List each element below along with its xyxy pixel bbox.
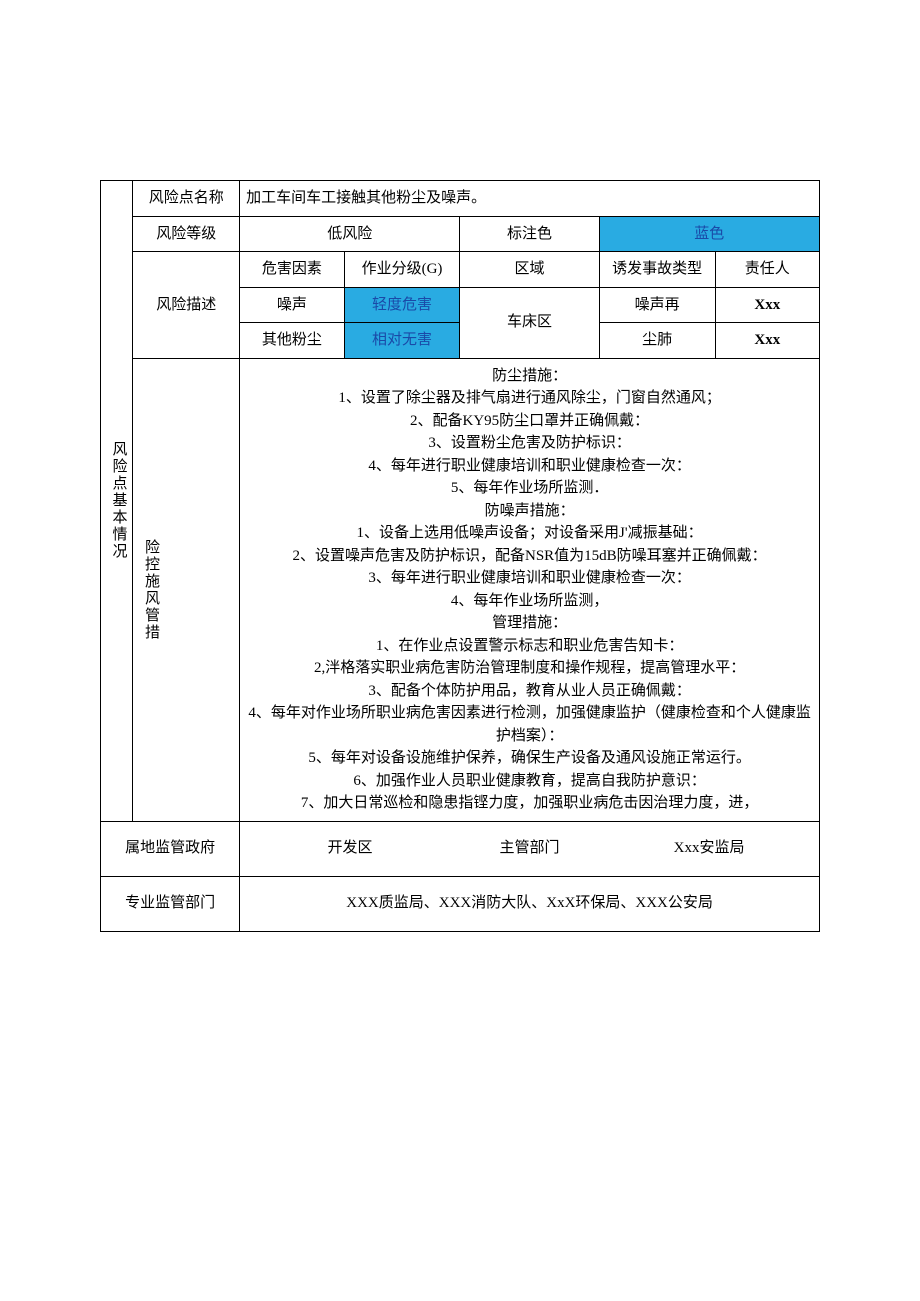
color-label: 标注色 xyxy=(460,216,599,252)
dept-value: Xxx安监局 xyxy=(599,821,819,876)
resp-header: 责任人 xyxy=(715,252,819,288)
hazard-cell: 其他粉尘 xyxy=(240,323,344,359)
dust-title: 防尘措施： xyxy=(244,365,815,388)
measure-line: 3、每年进行职业健康培训和职业健康检查一次： xyxy=(244,567,815,590)
dept-label: 主管部门 xyxy=(460,821,599,876)
mgmt-title: 管理措施： xyxy=(244,612,815,635)
grade-cell: 相对无害 xyxy=(344,323,460,359)
measure-line: 3、设置粉尘危害及防护标识： xyxy=(244,432,815,455)
grade-header: 作业分级(G) xyxy=(344,252,460,288)
measure-line: 1、设备上选用低噪声设备；对设备采用J'减振基础： xyxy=(244,522,815,545)
resp-cell: Xxx xyxy=(715,287,819,323)
accident-cell: 尘肺 xyxy=(599,323,715,359)
prof-dept-value: XXX质监局、XXX消防大队、XxX环保局、XXX公安局 xyxy=(240,876,820,931)
side-label-text: 风险点基本情况 xyxy=(105,437,132,564)
grade-cell: 轻度危害 xyxy=(344,287,460,323)
measure-line: 1、在作业点设置警示标志和职业危害告知卡： xyxy=(244,635,815,658)
measure-line: 2、设置噪声危害及防护标识，配备NSR值为15dB防噪耳塞并正确佩戴： xyxy=(244,545,815,568)
risk-level-label: 风险等级 xyxy=(133,216,240,252)
measures-cell: 防尘措施： 1、设置了除尘器及排气扇进行通风除尘，门窗自然通风； 2、配备KY9… xyxy=(240,358,820,821)
resp-cell: Xxx xyxy=(715,323,819,359)
measure-line: 7、加大日常巡检和隐患指铿力度，加强职业病危击因治理力度，进， xyxy=(244,792,815,815)
side-label: 风险点基本情况 xyxy=(101,181,133,822)
measure-line: 1、设置了除尘器及排气扇进行通风除尘，门窗自然通风； xyxy=(244,387,815,410)
measures-label: 险控施风管措 xyxy=(133,358,240,821)
noise-title: 防噪声措施： xyxy=(244,500,815,523)
prof-dept-label: 专业监管部门 xyxy=(101,876,240,931)
measure-line: 4、每年作业场所监测， xyxy=(244,590,815,613)
measure-line: 2、配备KY95防尘口罩并正确佩戴： xyxy=(244,410,815,433)
risk-desc-label: 风险描述 xyxy=(133,252,240,359)
risk-level-value: 低风险 xyxy=(240,216,460,252)
local-gov-value: 开发区 xyxy=(240,821,460,876)
risk-name-label: 风险点名称 xyxy=(133,181,240,217)
measures-label-text: 险控施风管措 xyxy=(137,535,164,645)
measure-line: 5、每年作业场所监测． xyxy=(244,477,815,500)
risk-point-table: 风险点基本情况 风险点名称 加工车间车工接触其他粉尘及噪声。 风险等级 低风险 … xyxy=(100,180,820,932)
accident-cell: 噪声再 xyxy=(599,287,715,323)
hazard-header: 危害因素 xyxy=(240,252,344,288)
measure-line: 4、每年进行职业健康培训和职业健康检查一次： xyxy=(244,455,815,478)
measure-line: 6、加强作业人员职业健康教育，提高自我防护意识： xyxy=(244,770,815,793)
measure-line: 2,泮格落实职业病危害防治管理制度和操作规程，提高管理水平： xyxy=(244,657,815,680)
area-cell: 车床区 xyxy=(460,287,599,358)
risk-name-value: 加工车间车工接触其他粉尘及噪声。 xyxy=(240,181,820,217)
measure-line: 3、配备个体防护用品，教育从业人员正确佩戴： xyxy=(244,680,815,703)
accident-header: 诱发事故类型 xyxy=(599,252,715,288)
hazard-cell: 噪声 xyxy=(240,287,344,323)
measure-line: 5、每年对设备设施维护保养，确保生产设备及通风设施正常运行。 xyxy=(244,747,815,770)
measure-line: 4、每年对作业场所职业病危害因素进行检测，加强健康监护（健康检查和个人健康监护档… xyxy=(244,702,815,747)
color-value: 蓝色 xyxy=(599,216,819,252)
area-header: 区域 xyxy=(460,252,599,288)
local-gov-label: 属地监管政府 xyxy=(101,821,240,876)
